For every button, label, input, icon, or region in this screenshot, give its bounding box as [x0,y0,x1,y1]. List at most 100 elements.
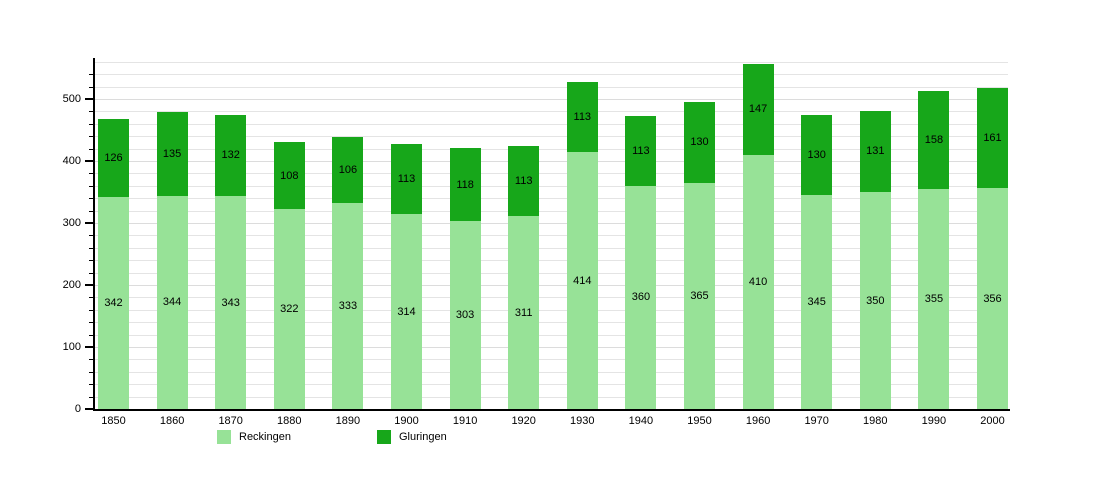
bar-segment-gluringen-1890: 106 [332,136,364,203]
y-minor-tick-320 [89,210,93,212]
y-minor-tick-140 [89,322,93,324]
value-label-gluringen-1970: 130 [807,148,826,161]
bar-segment-gluringen-2000: 161 [977,88,1008,189]
value-label-reckingen-1930: 414 [573,274,592,287]
y-major-tick-500 [85,98,93,100]
gridline-480 [95,111,1008,113]
x-axis-label-1880: 1880 [277,415,302,427]
value-label-gluringen-1940: 113 [632,144,650,157]
x-axis-label-1990: 1990 [921,415,947,427]
x-axis-label-1850: 1850 [101,415,126,427]
y-major-tick-100 [85,346,93,348]
value-label-gluringen-1920: 113 [514,175,533,188]
bar-segment-reckingen-1970: 345 [801,195,833,409]
legend-swatch-gluringen [377,430,391,444]
y-major-tick-200 [85,284,93,286]
bar-segment-reckingen-1990: 355 [918,188,950,409]
bar-segment-gluringen-1870: 132 [215,114,247,197]
y-minor-tick-520 [89,86,93,88]
bar-segment-gluringen-1920: 113 [508,146,540,217]
y-axis-label-100: 100 [62,341,81,353]
gridline-40 [95,384,1008,386]
gridline-80 [95,359,1008,361]
legend-item-reckingen: Reckingen [217,430,291,444]
y-axis-label-300: 300 [62,217,81,229]
bar-segment-reckingen-1850: 342 [98,196,129,409]
gridline-520 [95,86,1008,88]
value-label-reckingen-1860: 344 [162,296,182,309]
x-axis-line [93,409,1010,411]
bar-segment-reckingen-1870: 343 [215,196,247,409]
gridline-320 [95,210,1008,212]
bar-segment-reckingen-1940: 360 [625,185,657,409]
bar-segment-gluringen-1960: 147 [742,63,774,155]
y-minor-tick-20 [89,396,93,398]
value-label-reckingen-1960: 410 [748,275,768,288]
bar-segment-gluringen-1990: 158 [918,90,950,189]
bar-segment-gluringen-1880: 108 [273,142,305,210]
gridline-20 [95,396,1008,398]
y-axis-label-0: 0 [74,403,81,415]
gridline-240 [95,260,1008,262]
bar-segment-reckingen-1910: 303 [449,221,481,409]
x-axis-label-1970: 1970 [804,415,829,427]
y-minor-tick-420 [89,148,93,150]
y-minor-tick-240 [89,260,93,262]
x-axis-label-1890: 1890 [335,415,361,427]
legend-label-reckingen: Reckingen [239,431,291,443]
bar-segment-gluringen-1950: 130 [684,102,715,183]
value-label-gluringen-1990: 158 [924,133,944,146]
bar-segment-gluringen-1850: 126 [98,118,129,197]
y-minor-tick-540 [89,74,93,76]
y-axis-label-400: 400 [62,155,81,167]
value-label-gluringen-1930: 113 [573,111,592,124]
y-minor-tick-160 [89,309,93,311]
y-axis-label-200: 200 [62,279,81,291]
gridline-100 [95,347,1008,348]
x-axis-label-1980: 1980 [863,415,888,427]
value-label-reckingen-1890: 333 [338,299,358,312]
gridline-220 [95,272,1008,274]
gridline-300 [95,223,1008,224]
y-minor-tick-380 [89,173,93,175]
x-axis-label-1930: 1930 [570,415,595,427]
gridline-340 [95,198,1008,200]
value-label-reckingen-1910: 303 [455,309,475,322]
value-label-gluringen-1860: 135 [162,147,182,160]
bar-segment-reckingen-1920: 311 [508,216,540,409]
bar-segment-reckingen-2000: 356 [977,188,1008,409]
value-label-reckingen-1920: 311 [514,306,533,319]
value-label-reckingen-1980: 350 [866,294,885,307]
value-label-gluringen-1980: 131 [866,145,885,158]
bar-segment-gluringen-1970: 130 [801,114,833,196]
y-major-tick-0 [85,408,93,410]
value-label-gluringen-1950: 130 [690,136,709,149]
bar-segment-gluringen-1930: 113 [566,82,598,153]
x-axis-label-1920: 1920 [511,415,536,427]
y-major-tick-400 [85,160,93,162]
x-axis-label-1900: 1900 [394,415,419,427]
value-label-reckingen-1990: 355 [924,292,944,305]
value-label-reckingen-1900: 314 [397,305,416,318]
y-minor-tick-60 [89,371,93,373]
value-label-reckingen-1870: 343 [221,296,240,309]
y-axis-label-500: 500 [62,93,81,105]
gridline-500 [95,99,1008,100]
value-label-reckingen-1880: 322 [280,303,299,316]
y-minor-tick-220 [89,272,93,274]
y-axis-line [93,58,95,411]
gridline-540 [95,74,1008,76]
gridline-280 [95,235,1008,237]
y-minor-tick-280 [89,235,93,237]
bar-segment-gluringen-1900: 113 [391,144,422,215]
gridline-60 [95,371,1008,373]
y-minor-tick-260 [89,247,93,249]
y-minor-tick-440 [89,136,93,138]
x-axis-label-1870: 1870 [218,415,243,427]
gridline-140 [95,322,1008,324]
bar-segment-reckingen-1960: 410 [742,154,774,409]
y-minor-tick-120 [89,334,93,336]
value-label-gluringen-2000: 161 [983,132,1002,145]
y-minor-tick-80 [89,359,93,361]
